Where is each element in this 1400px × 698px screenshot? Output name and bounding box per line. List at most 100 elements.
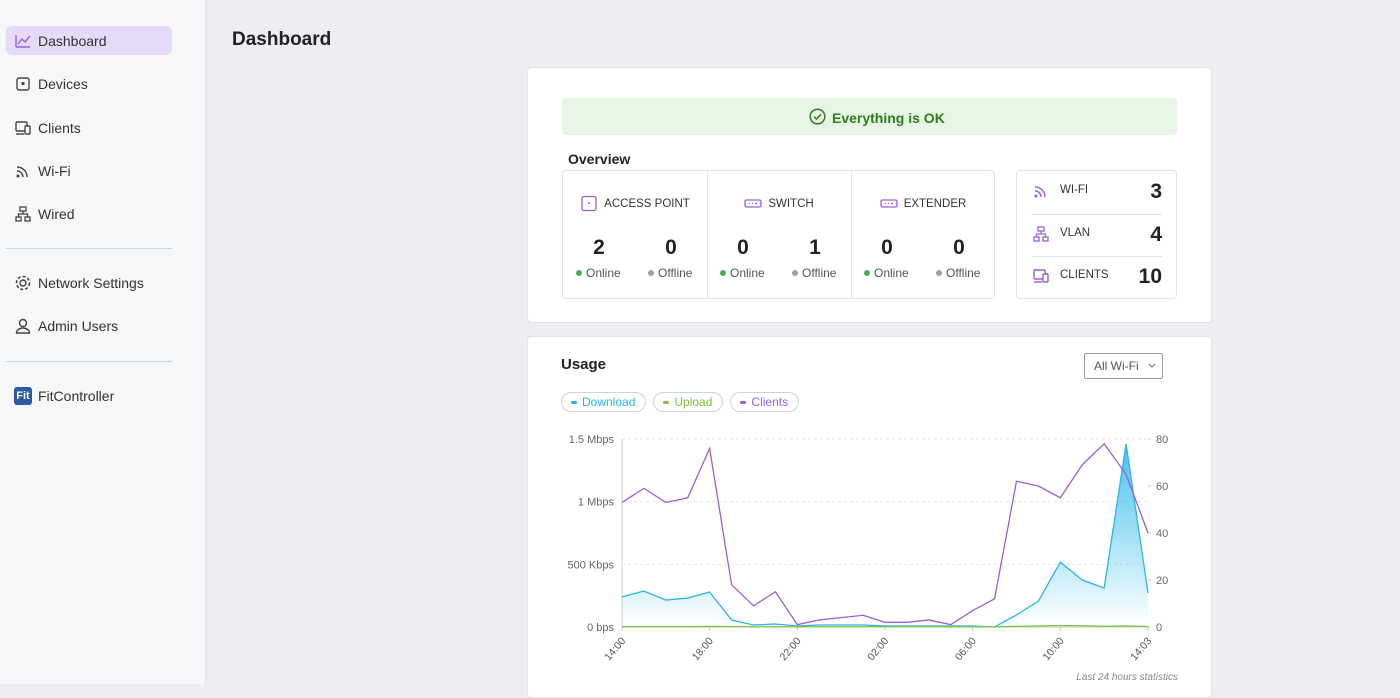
icon (744, 199, 762, 208)
network-stats: WI-FI 3 VLAN 4 CLIENTS 10 (1016, 170, 1177, 299)
nav-label: Clients (38, 119, 81, 136)
icon (581, 195, 597, 212)
status-label: Offline (658, 266, 693, 280)
line (621, 443, 1149, 628)
page-title: Dashboard (232, 29, 332, 50)
legend-label: Upload (674, 395, 713, 409)
y2-tick-label: 0 (1156, 622, 1162, 634)
status-dot (864, 270, 870, 276)
legend-item[interactable]: Clients (730, 392, 800, 412)
row-divider (1031, 256, 1162, 257)
brand-label: FitController (38, 388, 115, 404)
row-divider (1031, 213, 1162, 215)
nav-item[interactable]: Wi-Fi (6, 156, 172, 185)
stat-label: WI-FI (1060, 184, 1089, 196)
icon (1034, 186, 1046, 198)
y2-tick-label: 60 (1156, 481, 1168, 493)
section-title: Overview (568, 151, 631, 167)
line (621, 442, 1149, 626)
status-dot (936, 270, 942, 276)
device-summary: ACCESS POINT 2 Online 0 Offline SWITCH 0 Online… (562, 170, 995, 299)
column-divider (707, 171, 708, 298)
y-tick-label: 0 bps (587, 622, 614, 634)
count: 0 (665, 236, 677, 259)
filter-dropdown[interactable]: All Wi-Fi (1084, 353, 1163, 379)
x-tick-label: 02:00 (865, 635, 891, 663)
legend-item[interactable]: Upload (653, 392, 724, 412)
status-dot (720, 270, 726, 276)
status-dot (648, 270, 654, 276)
stat-label: VLAN (1060, 226, 1091, 239)
icon (1033, 269, 1049, 283)
footnote: Last 24 hours statistics (1076, 672, 1178, 683)
brand-icon: Fit (14, 387, 32, 405)
app: {"sidebar": {"nav": [{"label": "Dashboar… (0, 0, 1212, 698)
y-tick-label: 500 Kbps (568, 559, 615, 571)
y2-tick-label: 40 (1156, 528, 1168, 540)
brand: Fit FitController (6, 381, 172, 410)
legend-label: Download (582, 395, 636, 409)
nav-label: Wi-Fi (38, 162, 71, 179)
column-divider (851, 171, 852, 298)
stat-value: 4 (1150, 222, 1162, 246)
status-label: Online (586, 266, 621, 280)
y2-tick-label: 20 (1156, 575, 1168, 587)
nav-item[interactable]: Network Settings (6, 268, 172, 297)
device-label: ACCESS POINT (604, 198, 690, 210)
y2-tick-label: 80 (1156, 434, 1168, 446)
usage-card: Usage All Wi-Fi Last 24 hours statistics… (527, 336, 1212, 698)
count: 2 (593, 236, 605, 259)
nav-item[interactable]: Admin Users (6, 311, 172, 340)
nav-label: Admin Users (38, 318, 119, 334)
line (622, 624, 1149, 628)
stat-label: CLIENTS (1060, 269, 1109, 281)
status-banner: Everything is OK (562, 98, 1177, 135)
legend-swatch (571, 401, 577, 404)
x-tick-label: 14:03 (1128, 635, 1154, 663)
status-label: Offline (802, 266, 837, 280)
device-label: EXTENDER (903, 198, 967, 210)
legend-swatch (663, 401, 670, 404)
nav-label: Network Settings (38, 275, 144, 291)
nav-item[interactable]: Wired (6, 199, 172, 228)
section-title: Usage (561, 356, 607, 373)
overview-card: Everything is OK Overview ACCESS POINT 2 O… (527, 67, 1212, 323)
status-label: Online (730, 266, 765, 280)
stat-value: 3 (1150, 180, 1162, 203)
x-tick-label: 22:00 (778, 635, 804, 663)
legend-label: Clients (751, 395, 789, 409)
nav-label: Devices (38, 76, 88, 93)
status-dot (792, 270, 798, 276)
icon (880, 199, 898, 208)
x-tick-label: 14:00 (602, 635, 628, 663)
legend-swatch (740, 401, 747, 404)
area (622, 444, 1148, 627)
y-tick-label: 1.5 Mbps (569, 434, 615, 446)
status-message: Everything is OK (832, 110, 945, 126)
x-tick-label: 18:00 (690, 635, 716, 663)
count: 0 (737, 236, 749, 259)
nav-item[interactable]: Dashboard (6, 26, 172, 55)
nav-item[interactable]: Devices (6, 69, 172, 98)
nav-label: Wired (38, 206, 75, 223)
divider (6, 361, 172, 362)
legend-item[interactable]: Download (561, 392, 647, 412)
stat-value: 10 (1138, 265, 1162, 288)
nav-item[interactable]: Clients (6, 113, 172, 142)
count: 1 (809, 236, 821, 259)
page: Dashboard html, body { margin: 0; paddin… (0, 0, 1212, 698)
y-tick-label: 1 Mbps (578, 497, 615, 509)
count: 0 (881, 236, 893, 259)
chevron (1148, 363, 1156, 368)
usage-chart: 0 bps 500 Kbps 1 Mbps 1.5 Mbps 0 20 40 60 80 14:0… (568, 434, 1169, 663)
status-label: Online (874, 266, 909, 280)
sidebar: Dashboard Devices Clients Wi-Fi Wired Network… (0, 0, 206, 684)
status-label: Offline (946, 266, 981, 280)
status-dot (576, 270, 582, 276)
filter-value: All Wi-Fi (1094, 359, 1139, 373)
nav-label: Dashboard (38, 33, 107, 49)
divider (6, 248, 172, 249)
icon (1033, 225, 1049, 242)
count: 0 (953, 236, 965, 259)
device-label: SWITCH (768, 198, 814, 210)
